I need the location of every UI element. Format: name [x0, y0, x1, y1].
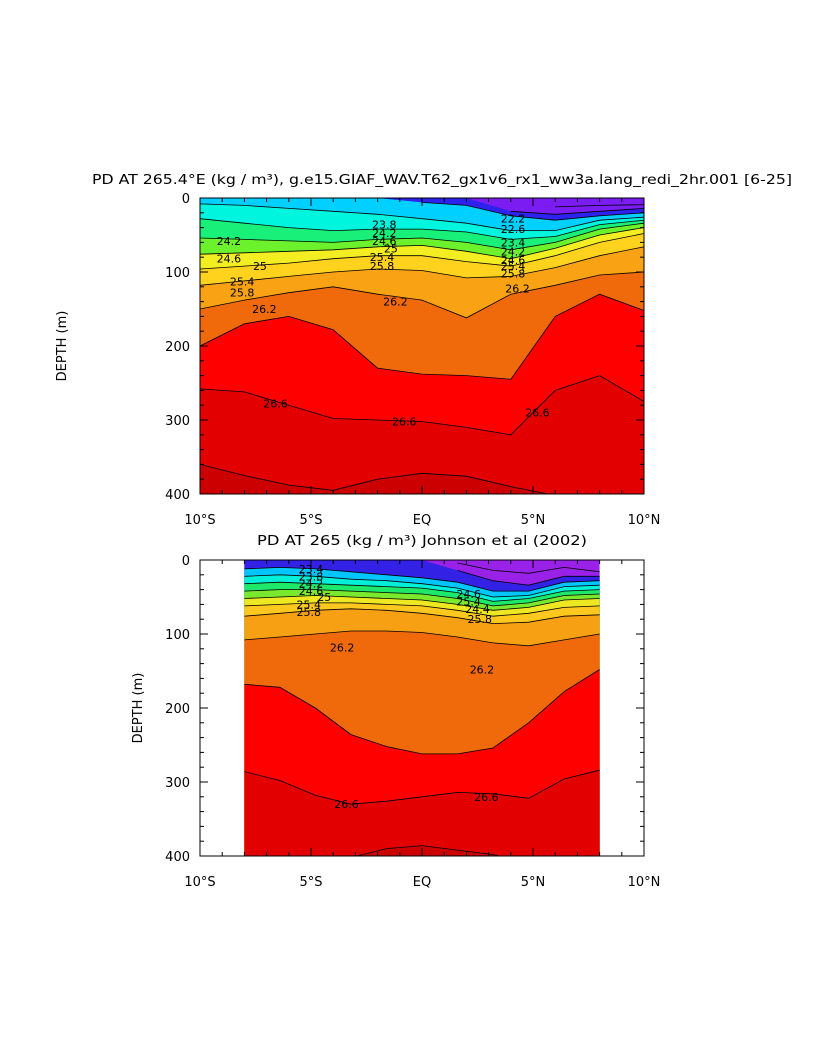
x-tick-label: 10°S — [184, 875, 215, 890]
contour-label: 26.2 — [470, 664, 495, 677]
density-band-27 — [244, 770, 600, 856]
chart-title: PD AT 265.4°E (kg / m³), g.e15.GIAF_WAV.… — [92, 173, 792, 188]
chart-title: PD AT 265 (kg / m³) Johnson et al (2002) — [257, 534, 587, 549]
density-band-27-4 — [200, 464, 548, 494]
plot-area: 23.824.224.62525.425.826.226.624.224.625… — [200, 198, 644, 494]
plot-area: 23.423.824.224.62525.425.826.226.626.626… — [244, 560, 600, 856]
y-axis-label: DEPTH (m) — [55, 311, 70, 382]
y-tick-label: 400 — [165, 488, 190, 503]
x-tick-label: 10°N — [628, 875, 661, 890]
x-tick-label: 5°N — [521, 513, 546, 528]
y-tick-label: 200 — [165, 702, 190, 717]
x-tick-label: EQ — [413, 513, 431, 528]
density-band-27 — [200, 375, 644, 494]
contour-label: 22.6 — [501, 223, 526, 236]
contour-line-22-2 — [457, 562, 600, 574]
contour-label: 24.2 — [372, 227, 397, 240]
contour-label: 25 — [317, 591, 331, 604]
contour-label: 24.6 — [372, 235, 397, 248]
chart-panel-2: 23.423.824.224.62525.425.826.226.626.626… — [131, 534, 660, 890]
contour-label: 26.2 — [505, 282, 530, 295]
y-tick-label: 200 — [165, 340, 190, 355]
chart-panel-1: 23.824.224.62525.425.826.226.624.224.625… — [55, 173, 792, 528]
contour-label: 25.8 — [230, 287, 255, 300]
contour-line-27-4 — [200, 464, 550, 494]
contour-line-25-4 — [200, 233, 644, 270]
contour-label: 24.2 — [299, 578, 324, 591]
contour-label: 25.8 — [501, 267, 526, 280]
contour-label: 26.6 — [263, 398, 288, 411]
contour-label: 25.8 — [467, 613, 492, 626]
contour-label: 24.6 — [501, 254, 526, 267]
contour-label: 25.4 — [456, 595, 481, 608]
x-tick-label: 10°N — [628, 513, 661, 528]
contour-line-22-6 — [457, 570, 600, 586]
contour-label: 25.4 — [501, 260, 526, 273]
contour-line-27-4 — [355, 845, 501, 856]
contour-line-24-2 — [200, 218, 644, 240]
contour-label: 25.8 — [297, 606, 322, 619]
y-tick-label: 300 — [165, 776, 190, 791]
contour-line-22-2 — [555, 204, 644, 208]
contour-line-23-4 — [421, 202, 644, 221]
contour-label: 25.4 — [370, 251, 395, 264]
contour-label: 22.2 — [501, 213, 526, 226]
contour-label: 26.6 — [474, 791, 499, 804]
contour-line-25-8 — [244, 608, 600, 625]
contour-line-26-6 — [200, 293, 644, 380]
contour-line-26-2 — [244, 630, 600, 647]
contour-label: 23.4 — [299, 563, 324, 576]
y-tick-label: 100 — [165, 628, 190, 643]
contour-line-22-6 — [510, 208, 644, 215]
y-tick-label: 400 — [165, 850, 190, 865]
contour-line-25 — [244, 595, 600, 611]
y-tick-label: 0 — [182, 554, 190, 569]
x-tick-label: 5°S — [299, 513, 322, 528]
y-tick-label: 100 — [165, 266, 190, 281]
contour-label: 24.4 — [465, 603, 490, 616]
x-tick-label: EQ — [413, 875, 431, 890]
contour-line-27 — [200, 375, 644, 436]
contour-label: 25.4 — [230, 276, 255, 289]
contour-label: 25.8 — [370, 260, 395, 273]
contour-label: 23.4 — [501, 236, 526, 249]
contour-label: 24.2 — [501, 245, 526, 258]
x-tick-label: 5°S — [299, 875, 322, 890]
contour-line-24-2 — [244, 581, 600, 602]
contour-line-25-8 — [200, 246, 644, 286]
contour-line-23-8 — [244, 574, 600, 598]
contour-line-24-6 — [200, 222, 644, 251]
y-tick-label: 300 — [165, 414, 190, 429]
contour-label: 25 — [384, 242, 398, 255]
contour-label: 26.2 — [252, 303, 277, 316]
contour-label: 25.4 — [297, 598, 322, 611]
contour-label: 24.2 — [217, 235, 242, 248]
contour-line-24-6 — [244, 589, 600, 607]
contour-line-26-6 — [244, 669, 600, 755]
x-tick-label: 5°N — [521, 875, 546, 890]
x-tick-label: 10°S — [184, 513, 215, 528]
contour-label: 25 — [253, 260, 267, 273]
contour-line-25 — [200, 227, 644, 260]
contour-line-27 — [244, 769, 600, 805]
y-tick-label: 0 — [182, 192, 190, 207]
contour-label: 23.8 — [372, 219, 397, 232]
contour-label: 24.6 — [299, 585, 324, 598]
contour-label: 26.6 — [392, 415, 417, 428]
contour-line-26-2 — [200, 271, 644, 319]
contour-label: 26.6 — [525, 407, 550, 420]
contour-label: 24.6 — [456, 588, 481, 601]
contour-label: 26.2 — [383, 296, 408, 309]
contour-label: 24.6 — [217, 253, 242, 266]
contour-line-23-4 — [244, 566, 600, 592]
contour-line-23-8 — [200, 203, 644, 232]
contour-label: 26.6 — [334, 798, 359, 811]
contour-line-25-4 — [244, 602, 600, 617]
contour-label: 23.8 — [299, 570, 324, 583]
y-axis-label: DEPTH (m) — [131, 673, 146, 744]
contour-label: 26.2 — [330, 641, 355, 654]
